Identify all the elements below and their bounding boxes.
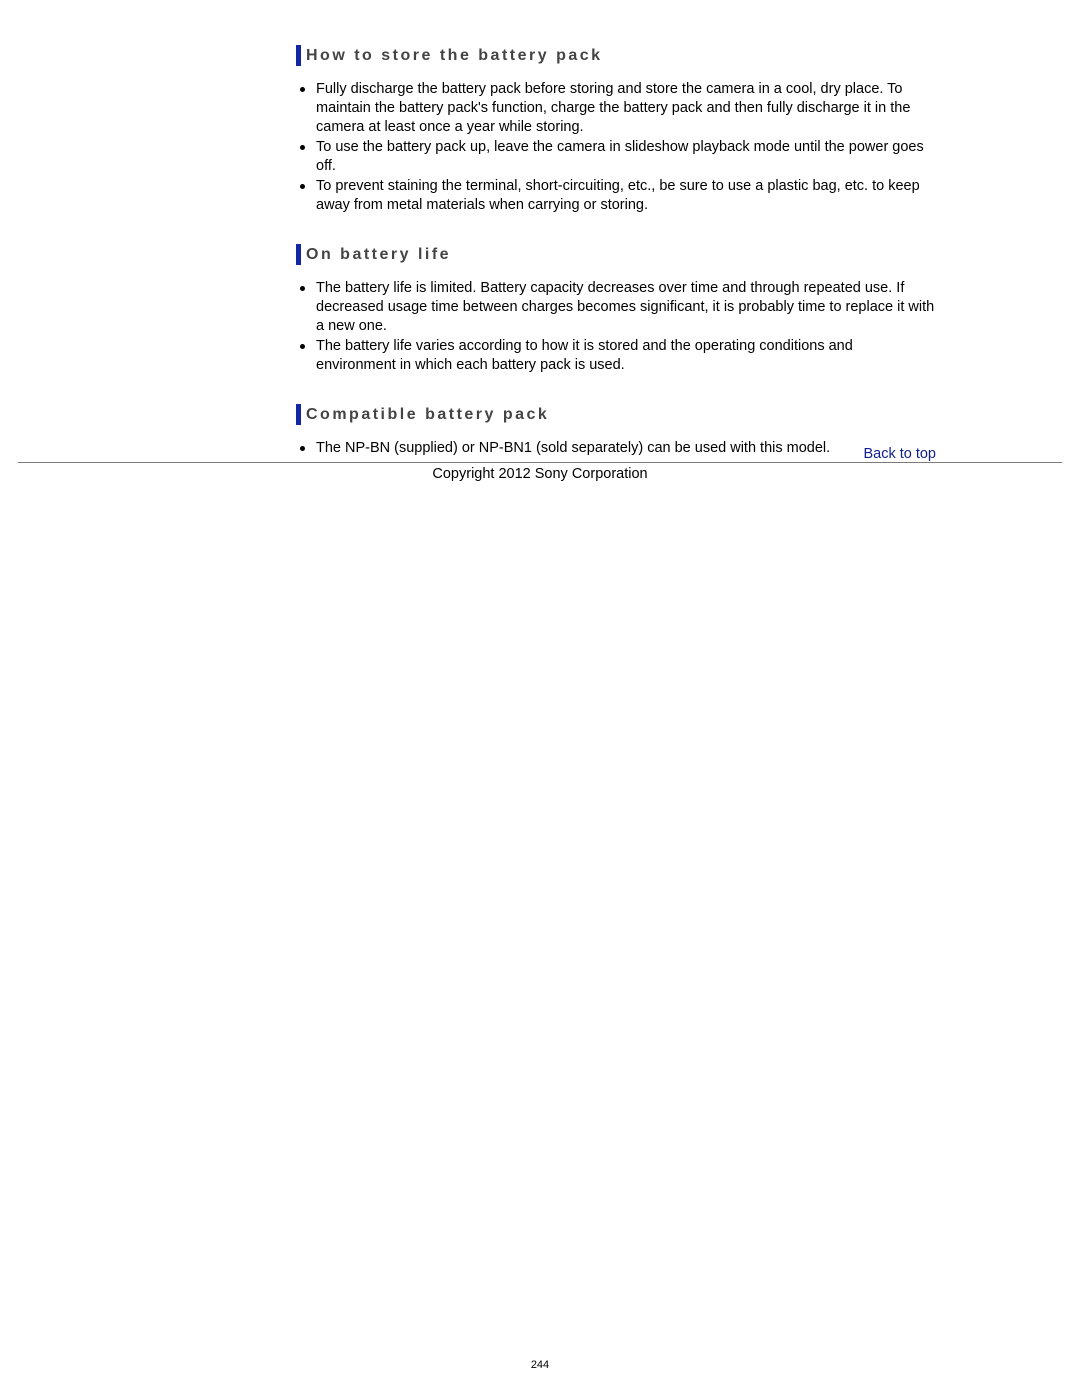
list-item: Fully discharge the battery pack before … [316,80,936,137]
section-heading-compat: Compatible battery pack [296,405,936,425]
list-item: To use the battery pack up, leave the ca… [316,138,936,176]
bullet-list-life: The battery life is limited. Battery cap… [296,279,936,375]
horizontal-rule [18,462,1062,463]
list-item: To prevent staining the terminal, short-… [316,177,936,215]
back-to-top-row: Back to top [18,446,936,462]
back-to-top-link[interactable]: Back to top [863,446,936,462]
list-item: The battery life is limited. Battery cap… [316,279,936,336]
list-item: The battery life varies according to how… [316,337,936,375]
page: How to store the battery pack Fully disc… [0,0,1080,1397]
section-heading-store: How to store the battery pack [296,46,936,66]
section-heading-life: On battery life [296,245,936,265]
main-content: How to store the battery pack Fully disc… [296,46,936,474]
bullet-list-store: Fully discharge the battery pack before … [296,80,936,215]
page-number: 244 [0,1359,1080,1371]
copyright-text: Copyright 2012 Sony Corporation [0,466,1080,482]
